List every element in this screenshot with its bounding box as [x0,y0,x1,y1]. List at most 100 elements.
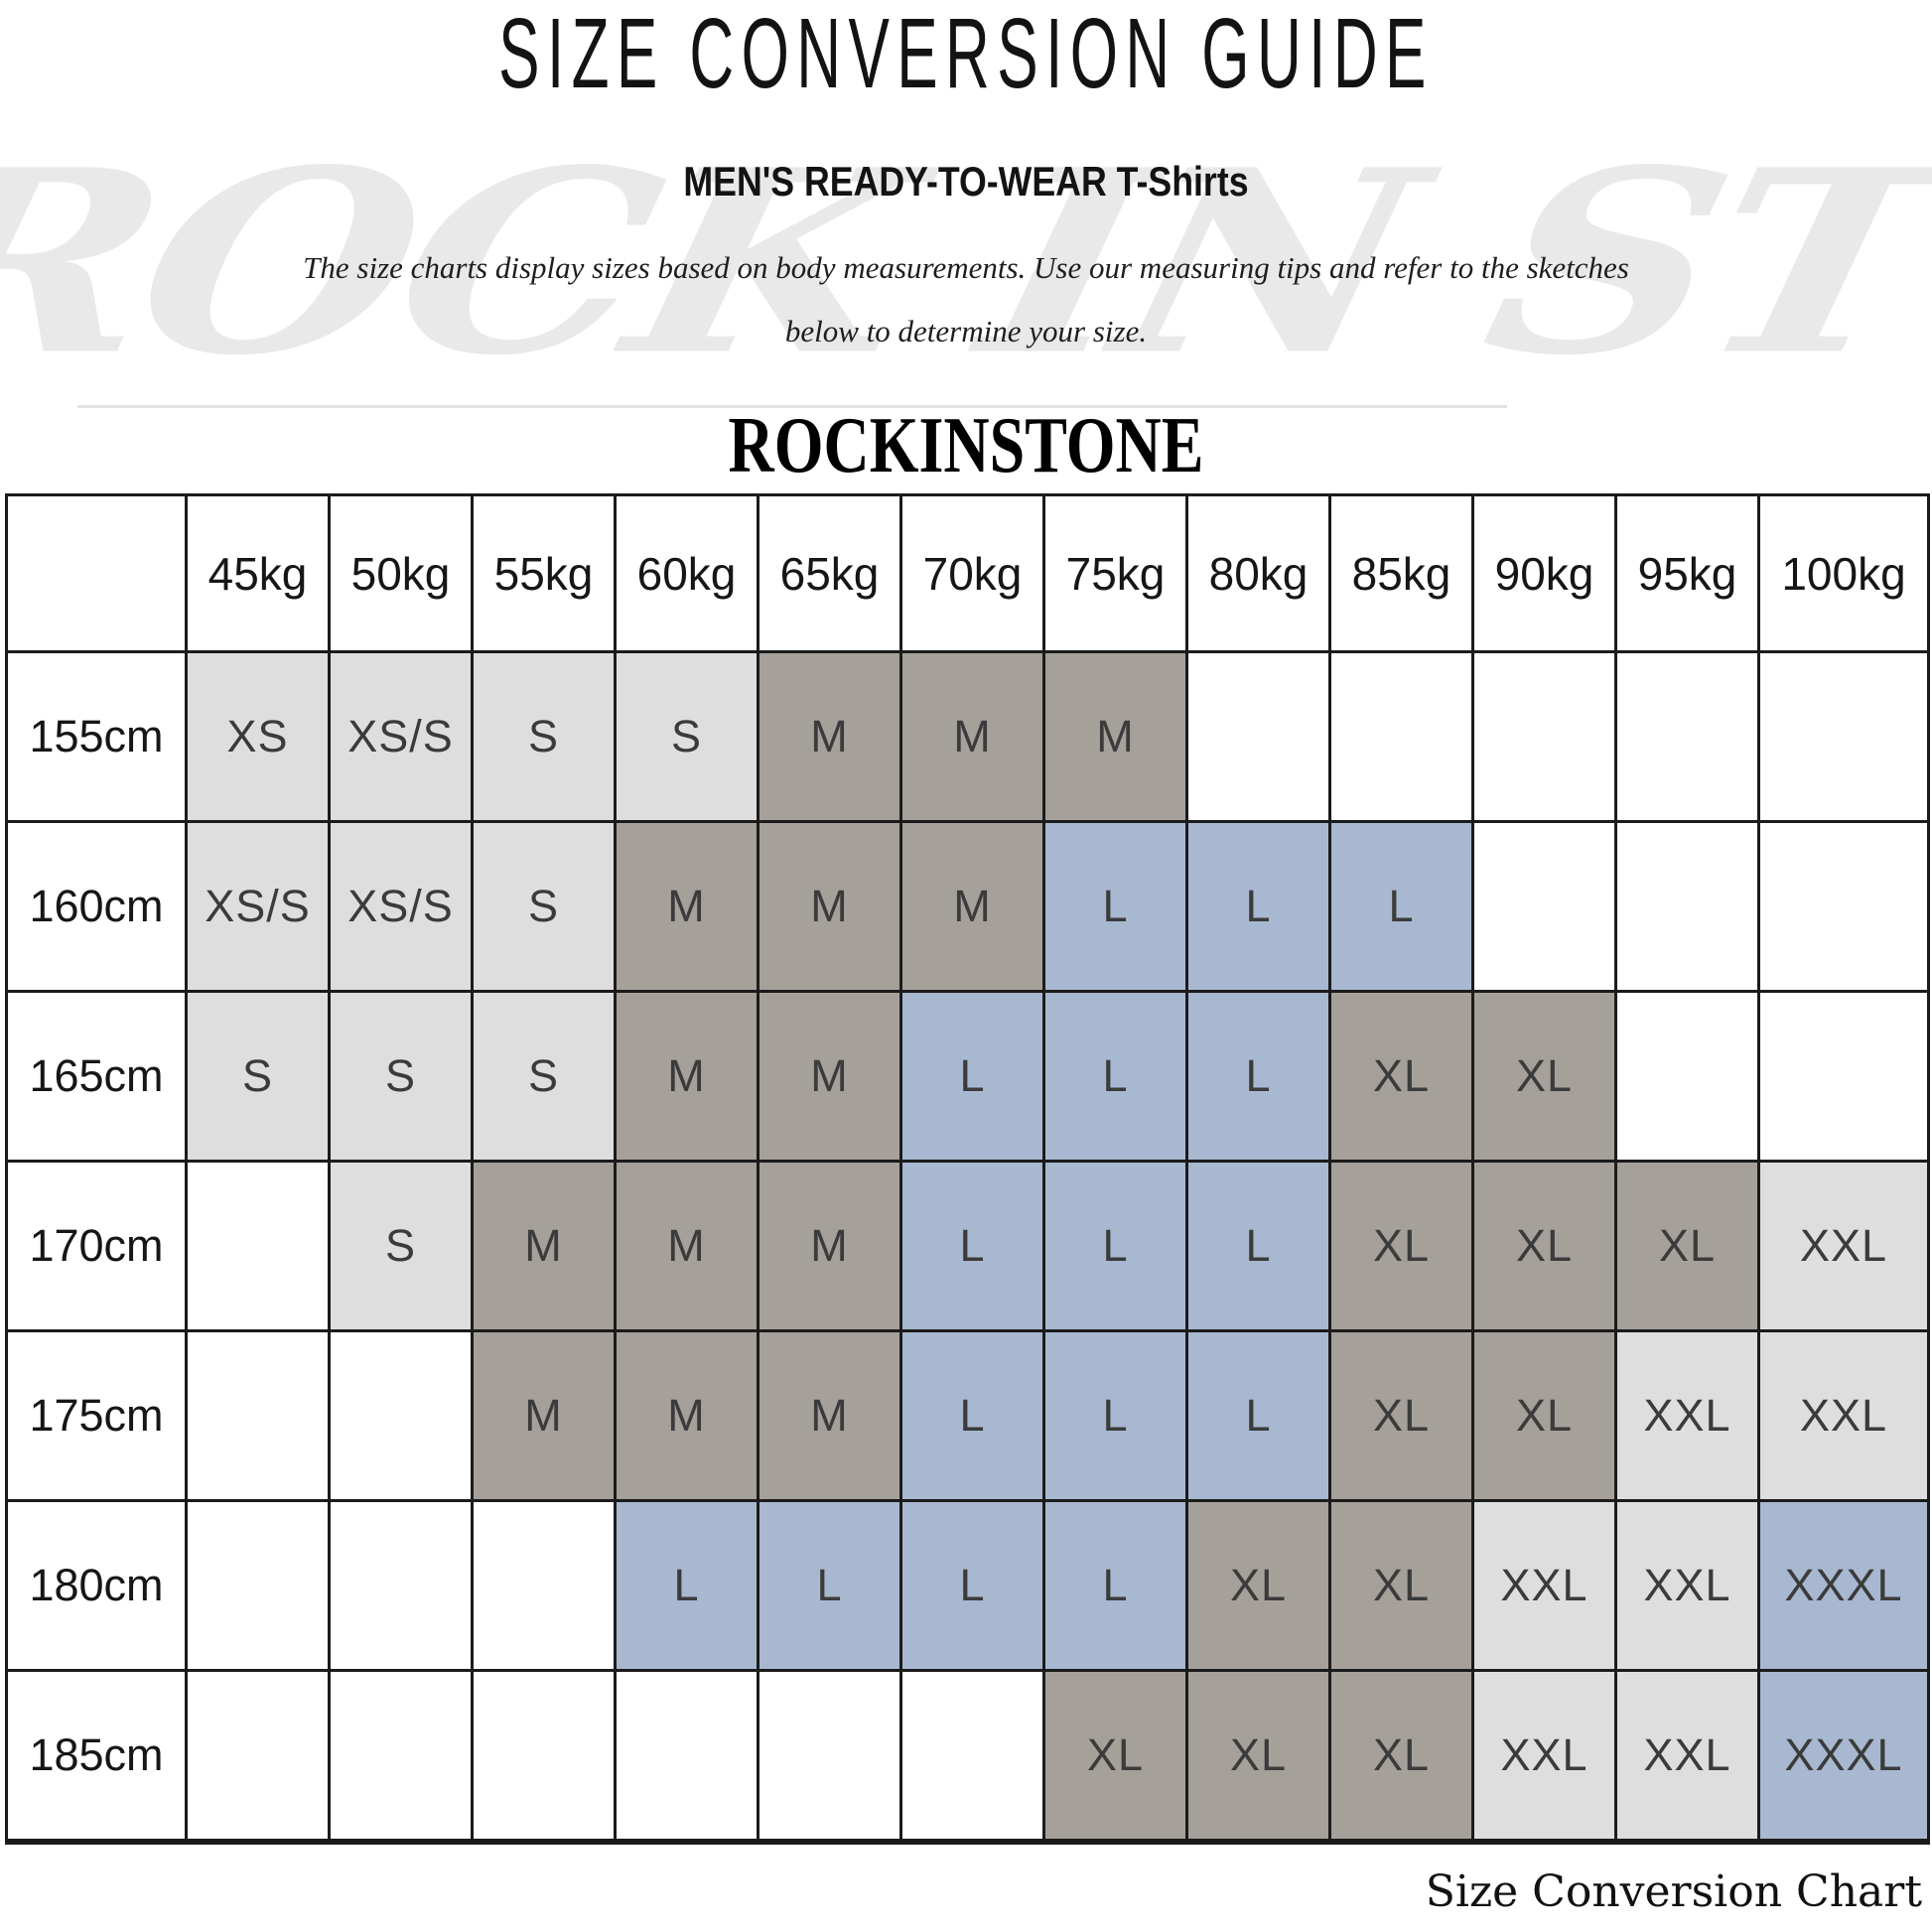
description-line-1: The size charts display sizes based on b… [303,250,1629,285]
empty-cell [899,1669,1045,1845]
table-row: 185cm XL XL XL XXL XXL XXXL [5,1669,1930,1845]
empty-cell [328,1669,474,1845]
size-cell: M [614,820,759,993]
brand-name: ROCKINSTONE [728,402,1204,489]
empty-cell [614,1669,759,1845]
size-cell: M [757,1329,902,1502]
size-cell: S [185,990,331,1163]
empty-cell [1757,990,1930,1163]
size-cell: XL [1614,1160,1760,1332]
size-cell: M [614,990,759,1163]
size-cell: XL [1471,1160,1617,1332]
size-cell: XL [1185,1669,1331,1845]
table-row: 165cm S S S M M L L L XL XL [5,990,1930,1163]
size-cell: XXL [1614,1499,1760,1672]
size-cell: XXL [1614,1669,1760,1845]
height-header: 165cm [5,990,188,1163]
size-cell: L [1042,1329,1188,1502]
size-cell: S [328,990,474,1163]
size-cell: XXL [1471,1499,1617,1672]
table-row: 155cm XS XS/S S S M M M [5,650,1930,823]
size-cell: XS/S [185,820,331,993]
empty-cell [328,1329,474,1502]
weight-header: 60kg [614,493,759,653]
size-cell: L [757,1499,902,1672]
size-cell: XXL [1614,1329,1760,1502]
empty-cell [471,1499,617,1672]
size-cell: XS [185,650,331,823]
empty-cell [1471,650,1617,823]
weight-header: 50kg [328,493,474,653]
size-cell: L [1042,990,1188,1163]
size-cell: M [471,1160,617,1332]
empty-cell [1471,820,1617,993]
bottom-caption: Size Conversion Chart [1425,1866,1922,1917]
empty-cell [185,1329,331,1502]
weight-header: 70kg [899,493,1045,653]
size-cell: L [899,1329,1045,1502]
size-cell: L [1042,820,1188,993]
size-cell: L [899,990,1045,1163]
size-cell: S [471,820,617,993]
size-cell: L [1185,820,1331,993]
size-cell: M [1042,650,1188,823]
weight-header: 100kg [1757,493,1930,653]
size-cell: M [757,820,902,993]
size-cell: L [1185,990,1331,1163]
size-cell: XL [1042,1669,1188,1845]
empty-cell [1614,650,1760,823]
size-cell: XXL [1757,1329,1930,1502]
weight-header: 80kg [1185,493,1331,653]
empty-cell [1757,820,1930,993]
empty-cell [185,1499,331,1672]
size-cell: XXL [1757,1160,1930,1332]
watermark-stroke-line [77,405,1507,408]
weight-header: 75kg [1042,493,1188,653]
size-cell: M [899,650,1045,823]
page-title: SIZE CONVERSION GUIDE [498,0,1434,109]
size-cell: XL [1328,990,1474,1163]
empty-cell [185,1160,331,1332]
weight-header: 95kg [1614,493,1760,653]
empty-cell [1757,650,1930,823]
size-conversion-table: 45kg 50kg 55kg 60kg 65kg 70kg 75kg 80kg 85kg 90kg… [5,493,1930,1845]
size-cell: XL [1328,1499,1474,1672]
size-cell: XL [1328,1160,1474,1332]
size-cell: M [757,1160,902,1332]
size-cell: S [614,650,759,823]
corner-diagonal-cell [5,493,188,653]
size-cell: XL [1185,1499,1331,1672]
size-cell: L [1042,1160,1188,1332]
weight-header: 85kg [1328,493,1474,653]
size-cell: XL [1471,990,1617,1163]
size-cell: XL [1328,1329,1474,1502]
height-header: 160cm [5,820,188,993]
size-cell: L [899,1499,1045,1672]
empty-cell [757,1669,902,1845]
table-row: 170cm S M M M L L L XL XL XL XXL [5,1160,1930,1332]
empty-cell [1328,650,1474,823]
size-cell: XXXL [1757,1669,1930,1845]
size-cell: XS/S [328,650,474,823]
table-row: 160cm XS/S XS/S S M M M L L L [5,820,1930,993]
size-cell: XL [1328,1669,1474,1845]
size-cell: M [757,650,902,823]
size-cell: XXL [1471,1669,1617,1845]
height-header: 175cm [5,1329,188,1502]
size-cell: L [1042,1499,1188,1672]
weight-header: 55kg [471,493,617,653]
size-cell: S [471,990,617,1163]
size-cell: M [757,990,902,1163]
table-header-row: 45kg 50kg 55kg 60kg 65kg 70kg 75kg 80kg 85kg 90kg… [5,493,1930,653]
empty-cell [328,1499,474,1672]
page-subtitle: MEN'S READY-TO-WEAR T-Shirts [683,158,1249,205]
description-line-2: below to determine your size. [784,314,1148,348]
size-cell: L [1185,1329,1331,1502]
table-row: 180cm L L L L XL XL XXL XXL XXXL [5,1499,1930,1672]
height-header: 155cm [5,650,188,823]
size-cell: M [471,1329,617,1502]
size-cell: M [614,1160,759,1332]
empty-cell [185,1669,331,1845]
size-cell: S [328,1160,474,1332]
weight-header: 45kg [185,493,331,653]
